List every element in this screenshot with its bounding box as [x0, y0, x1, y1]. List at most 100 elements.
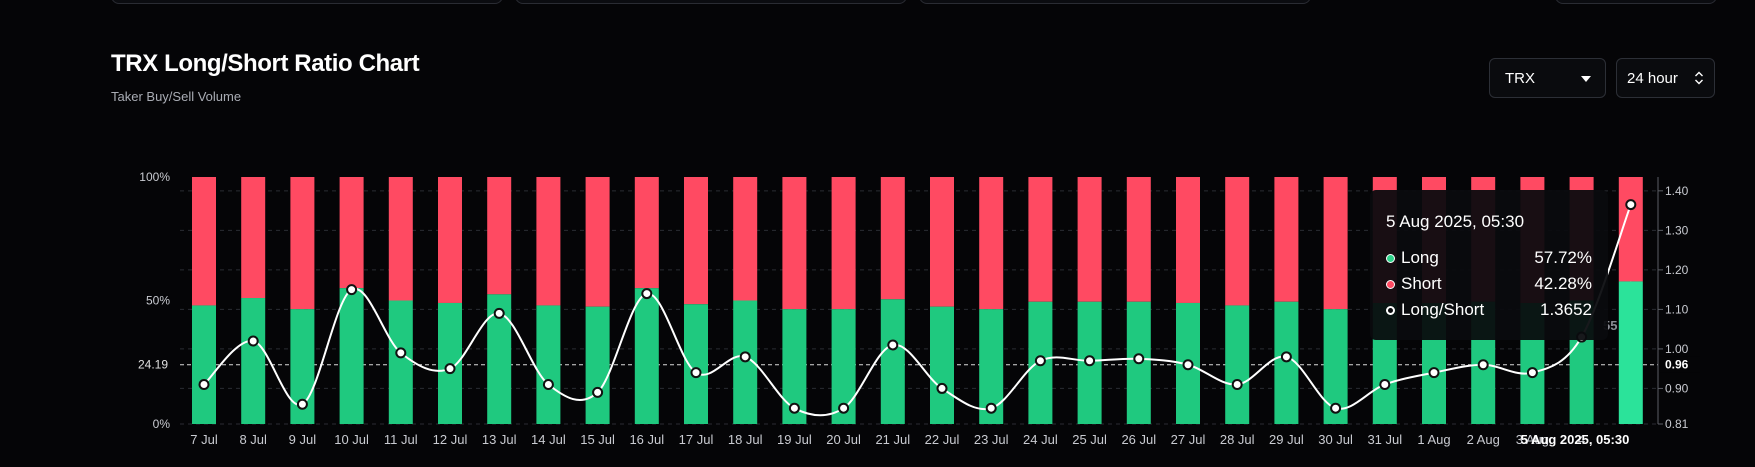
bar-short [1077, 177, 1102, 302]
interval-select[interactable]: 24 hour [1616, 58, 1715, 98]
bar-short [979, 177, 1004, 310]
y-right-tick-label: 0.90 [1665, 381, 1689, 395]
ratio-point [838, 402, 850, 414]
ratio-point [887, 339, 899, 351]
bar-long [241, 298, 266, 424]
x-tick-label: 2 Aug [1467, 432, 1500, 447]
bar-short [1126, 177, 1151, 302]
tooltip-short-label: Short [1401, 274, 1442, 293]
long-dot-icon [1386, 253, 1395, 263]
y-left-tick-label: 0% [153, 417, 171, 431]
x-tick-label: 12 Jul [433, 432, 468, 447]
bar-long [1225, 305, 1250, 424]
x-tick-label: 7 Jul [190, 432, 218, 447]
ratio-point [1526, 367, 1538, 379]
bar-short [1274, 177, 1299, 302]
ratio-point [1034, 355, 1046, 367]
x-tick-label: 18 Jul [728, 432, 763, 447]
bar-short [339, 177, 364, 289]
tooltip-row-ratio: Long/Short 1.3652 [1386, 300, 1592, 320]
bar-long [339, 288, 364, 424]
x-tick-label: 13 Jul [482, 432, 517, 447]
asset-select[interactable]: TRX [1489, 58, 1606, 98]
x-tick-label: 17 Jul [679, 432, 714, 447]
bar-short [192, 177, 216, 306]
x-tick-label: 1 Aug [1417, 432, 1450, 447]
ratio-point [1330, 402, 1342, 414]
page-subtitle: Taker Buy/Sell Volume [111, 89, 242, 104]
y-right-tick-label: 1.20 [1665, 263, 1689, 277]
ratio-point [936, 382, 948, 394]
tooltip-row-long: Long 57.72% [1386, 248, 1592, 268]
bar-short [782, 177, 807, 310]
tooltip-ratio-label: Long/Short [1401, 300, 1485, 319]
ratio-point [198, 378, 210, 390]
ratio-point [346, 284, 358, 296]
ratio-point [1379, 378, 1391, 390]
chevron-updown-icon [1695, 71, 1703, 85]
chevron-down-icon [1581, 76, 1591, 82]
x-tick-label: 28 Jul [1220, 432, 1255, 447]
chart-axes: 550%50%100%24.190.810.901.001.101.201.30… [138, 170, 1700, 447]
x-tick-label: 31 Jul [1367, 432, 1402, 447]
ratio-point [1477, 359, 1489, 371]
x-tick-label: 19 Jul [777, 432, 812, 447]
ratio-point [444, 363, 456, 375]
x-tick-label: 4 [1578, 432, 1585, 447]
bar-short [733, 177, 758, 301]
ratio-point [592, 386, 604, 398]
interval-select-value: 24 hour [1627, 69, 1678, 87]
bar-short [930, 177, 954, 307]
tooltip-long-value: 57.72% [1534, 248, 1592, 267]
x-tick-label: 11 Jul [384, 432, 418, 447]
page-title: TRX Long/Short Ratio Chart [111, 50, 420, 77]
x-tick-label: 22 Jul [925, 432, 960, 447]
chart-tooltip: 5 Aug 2025, 05:30 Long 57.72% Short 42.2… [1370, 190, 1608, 340]
y-right-tick-label: 1.10 [1665, 302, 1689, 316]
ratio-point [641, 288, 653, 300]
ratio-point [788, 402, 800, 414]
tooltip-row-short: Short 42.28% [1386, 274, 1592, 294]
x-tick-label: 15 Jul [580, 432, 615, 447]
bar-long [634, 288, 659, 424]
bar-short [585, 177, 610, 307]
y-right-tick-label: 1.40 [1665, 184, 1689, 198]
x-tick-label: 21 Jul [875, 432, 910, 447]
bar-long [1618, 281, 1643, 424]
bar-short [684, 177, 708, 305]
y-left-tick-label: 100% [139, 170, 170, 184]
bar-long [1274, 301, 1299, 424]
bar-short [1225, 177, 1250, 306]
ratio-point [542, 378, 554, 390]
ratio-point [493, 307, 505, 319]
bar-short [241, 177, 266, 299]
x-tick-label: 25 Jul [1072, 432, 1107, 447]
bar-short [487, 177, 512, 295]
bar-short [290, 177, 315, 310]
x-tick-label: 23 Jul [974, 432, 1009, 447]
x-tick-label: 10 Jul [334, 432, 369, 447]
ratio-point [1428, 367, 1440, 379]
bar-long [388, 300, 413, 424]
bar-short [388, 177, 413, 301]
ratio-point [690, 367, 702, 379]
x-tick-label: 5 Aug 2025, 05:30 [1521, 432, 1630, 447]
ratio-point [296, 398, 308, 410]
y-right-tick-label: 1.30 [1665, 223, 1689, 237]
short-dot-icon [1386, 279, 1395, 289]
bar-long [192, 305, 216, 424]
ratio-point [739, 351, 751, 363]
ratio-point [1182, 359, 1194, 371]
tooltip-date: 5 Aug 2025, 05:30 [1386, 212, 1525, 231]
ratio-point [247, 335, 259, 347]
bar-short [1176, 177, 1200, 303]
ratio-point [1084, 355, 1096, 367]
bar-short [634, 177, 659, 289]
bar-short [880, 177, 905, 300]
ratio-point [1625, 199, 1637, 211]
bar-long [930, 306, 954, 424]
x-tick-label: 3 Aug [1516, 432, 1549, 447]
y-right-reference-label: 0.96 [1665, 358, 1689, 372]
y-right-reference-bg [1660, 356, 1700, 373]
tooltip-short-value: 42.28% [1534, 274, 1592, 293]
